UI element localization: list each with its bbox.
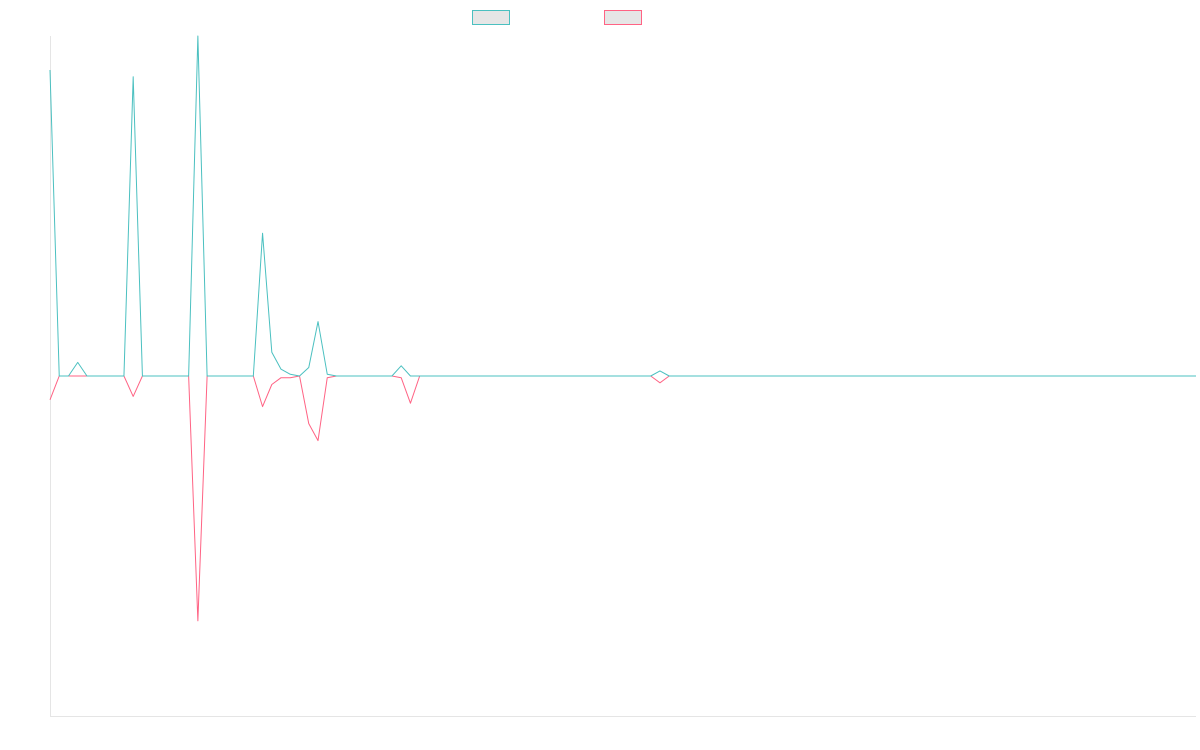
legend-item-series-2[interactable] — [604, 9, 648, 26]
series-layer — [49, 35, 1196, 622]
legend-item-series-1[interactable] — [472, 9, 516, 26]
series-1-line[interactable] — [49, 35, 1196, 377]
series-2-line[interactable] — [49, 375, 1196, 622]
legend-swatch-series-2 — [604, 10, 642, 25]
legend-swatch-series-1 — [472, 10, 510, 25]
legend — [0, 9, 1200, 27]
